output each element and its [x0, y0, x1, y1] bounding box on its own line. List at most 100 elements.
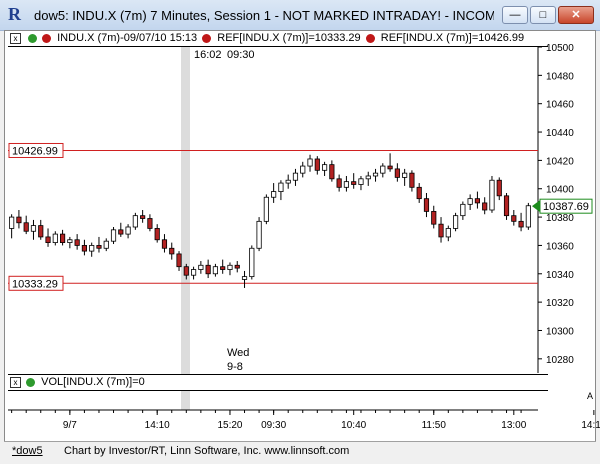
candle-up	[212, 266, 219, 275]
candle-up	[67, 239, 73, 243]
candle-up	[445, 228, 451, 238]
candle-up	[292, 172, 299, 181]
candle-down	[161, 239, 168, 249]
candle-up	[343, 181, 350, 188]
candle-up	[285, 179, 291, 184]
cursor-column	[181, 47, 190, 410]
candle-up	[489, 179, 495, 211]
y-tick-label: 10320	[546, 298, 574, 309]
candle-down	[336, 178, 342, 188]
x-tick-label: 11:50	[422, 420, 447, 431]
volume-close-box[interactable]: x	[10, 377, 21, 388]
candle-down	[329, 164, 335, 180]
candle-up	[241, 276, 248, 280]
candle-up	[321, 164, 328, 171]
y-tick-label: 10360	[546, 241, 574, 252]
candle-up	[30, 225, 37, 232]
candle-up	[525, 205, 531, 228]
reference-label: 10426.99	[12, 145, 58, 157]
volume-label: VOL[INDU.X (7m)]=0	[41, 376, 145, 388]
x-tick-label: 10:40	[341, 420, 366, 431]
candle-down	[45, 236, 51, 244]
last-price-box	[539, 198, 593, 214]
candle-up	[460, 203, 466, 217]
last-price-label: 10387.69	[543, 201, 589, 213]
candle-up	[198, 264, 204, 270]
candle-down	[205, 264, 211, 275]
candle-up	[358, 178, 364, 185]
candle-down	[60, 233, 66, 244]
candle-down	[474, 198, 481, 204]
candle-up	[365, 175, 371, 180]
candle-down	[154, 228, 160, 241]
candle-down	[387, 165, 393, 170]
candle-up	[89, 245, 95, 252]
price-info-bar: x INDU.X (7m)-09/07/10 15:13 REF[INDU.X …	[8, 31, 548, 47]
ref-2-label: REF[INDU.X (7m)]=10426.99	[380, 32, 525, 44]
candle-down	[118, 229, 124, 235]
y-tick-label: 10400	[546, 185, 574, 196]
candle-down	[503, 195, 510, 217]
date-marker-label: 9-8	[227, 361, 243, 373]
candle-up	[402, 172, 408, 178]
close-icon[interactable]: ✕	[558, 6, 594, 24]
y-tick-label: 10440	[546, 128, 574, 139]
maximize-icon[interactable]: □	[530, 6, 556, 24]
candle-down	[496, 179, 502, 197]
candle-down	[394, 168, 400, 178]
info-bar-close-box[interactable]: x	[10, 33, 21, 44]
candle-down	[416, 186, 422, 200]
candle-down	[351, 181, 357, 185]
candle-down	[23, 222, 29, 232]
reference-label-box	[8, 142, 64, 158]
candle-down	[169, 247, 175, 255]
candle-down	[81, 245, 87, 252]
window-title: dow5: INDU.X (7m) 7 Minutes, Session 1 -…	[34, 8, 494, 23]
x-tick-label: 15:20	[217, 420, 242, 431]
x-tick-label: 14:10	[581, 420, 600, 431]
candle-up	[380, 165, 386, 174]
candle-up	[249, 247, 255, 278]
y-tick-label: 10480	[546, 71, 574, 82]
x-tick-label: 14:10	[145, 420, 170, 431]
x-tick-label: 13:00	[501, 420, 526, 431]
candle-up	[227, 264, 233, 270]
investor-rt-app-icon[interactable]: R	[8, 4, 21, 24]
symbol-label: INDU.X (7m)-09/07/10 15:13	[57, 32, 198, 44]
minimize-icon[interactable]: —	[502, 6, 528, 24]
candle-up	[300, 165, 306, 174]
y-tick-label: 10300	[546, 326, 574, 337]
ref-dot-icon	[365, 34, 375, 43]
candle-up	[307, 158, 313, 167]
candle-down	[314, 158, 320, 171]
scale-button[interactable]: A	[586, 391, 593, 401]
candle-up	[125, 226, 131, 235]
candle-down	[183, 266, 189, 276]
cursor-session-label: 09:30	[227, 49, 255, 61]
y-tick-label: 10460	[546, 100, 574, 111]
candle-down	[74, 239, 80, 246]
volume-dot-icon	[26, 378, 36, 387]
candle-down	[431, 211, 437, 225]
candle-up	[452, 215, 459, 229]
candle-up	[467, 198, 473, 205]
candle-down	[147, 218, 153, 229]
candle-up	[256, 220, 262, 249]
ref-1-label: REF[INDU.X (7m)]=10333.29	[217, 32, 361, 44]
candle-up	[372, 172, 379, 177]
y-tick-label: 10340	[546, 270, 574, 281]
title-bar: R dow5: INDU.X (7m) 7 Minutes, Session 1…	[0, 0, 600, 31]
candle-down	[140, 215, 146, 219]
chart-tab-link[interactable]: *dow5	[12, 445, 43, 457]
reference-label-box	[8, 275, 64, 291]
red-status-dot-icon	[42, 34, 52, 43]
x-tick-label: 09:30	[261, 420, 286, 431]
y-tick-label: 10420	[546, 156, 574, 167]
cursor-time-label: 16:02	[194, 49, 222, 61]
reference-label: 10333.29	[12, 278, 58, 290]
candle-down	[423, 198, 430, 212]
candle-down	[482, 202, 488, 211]
volume-info-bar: x VOL[INDU.X (7m)]=0	[8, 374, 548, 391]
candle-up	[263, 196, 269, 222]
